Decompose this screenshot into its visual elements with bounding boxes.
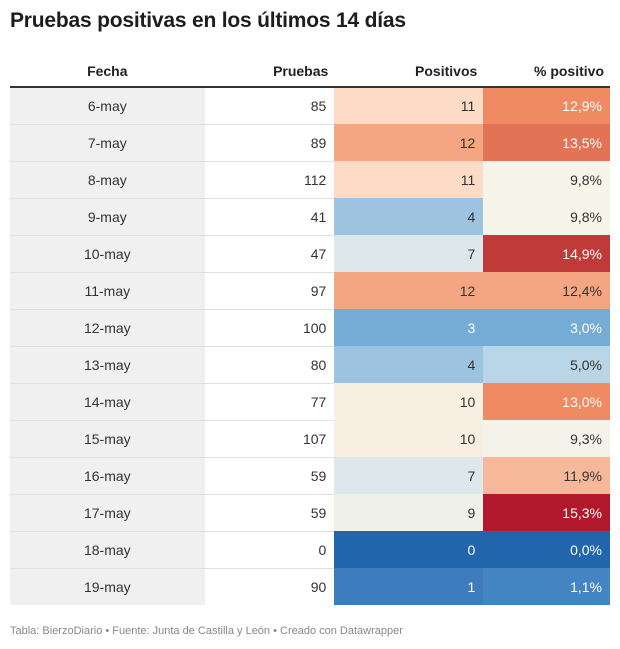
table-body: 6-may 85 11 12,9% 7-may 89 12 13,5% 8-may 112 11 9,… — [10, 87, 610, 605]
cell-fecha: 11-may — [10, 272, 205, 310]
cell-pct-positivo: 3,0% — [483, 309, 610, 346]
table-row: 14-may 77 10 13,0% — [10, 383, 610, 421]
cell-fecha: 14-may — [10, 383, 205, 421]
cell-positivos: 11 — [334, 87, 484, 124]
cell-pct-positivo: 9,3% — [483, 420, 610, 457]
data-table: Fecha Pruebas Positivos % positivo 6-may… — [10, 56, 610, 605]
cell-pct-positivo: 14,9% — [483, 235, 610, 272]
cell-positivos: 7 — [334, 235, 484, 272]
cell-pruebas: 97 — [204, 272, 335, 310]
table-row: 13-may 80 4 5,0% — [10, 346, 610, 384]
column-header-pct-positivo[interactable]: % positivo — [483, 56, 610, 88]
cell-fecha: 15-may — [10, 420, 205, 458]
cell-pct-positivo: 15,3% — [483, 494, 610, 531]
cell-fecha: 9-may — [10, 198, 205, 236]
cell-pruebas: 100 — [204, 309, 335, 347]
cell-positivos: 7 — [334, 457, 484, 494]
column-header-fecha[interactable]: Fecha — [10, 56, 205, 88]
cell-pct-positivo: 13,5% — [483, 124, 610, 161]
cell-pruebas: 41 — [204, 198, 335, 236]
cell-positivos: 12 — [334, 124, 484, 161]
cell-pruebas: 0 — [204, 531, 335, 569]
table-row: 7-may 89 12 13,5% — [10, 124, 610, 162]
table-row: 18-may 0 0 0,0% — [10, 531, 610, 569]
cell-positivos: 3 — [334, 309, 484, 346]
cell-positivos: 10 — [334, 383, 484, 420]
cell-pruebas: 59 — [204, 494, 335, 532]
cell-positivos: 1 — [334, 568, 484, 605]
table-row: 16-may 59 7 11,9% — [10, 457, 610, 495]
cell-positivos: 12 — [334, 272, 484, 309]
cell-pct-positivo: 13,0% — [483, 383, 610, 420]
table-row: 10-may 47 7 14,9% — [10, 235, 610, 273]
column-header-positivos[interactable]: Positivos — [334, 56, 484, 88]
cell-pruebas: 80 — [204, 346, 335, 384]
footer-credits: Tabla: BierzoDiario • Fuente: Junta de C… — [10, 625, 403, 637]
cell-pct-positivo: 9,8% — [483, 161, 610, 198]
chart-title: Pruebas positivas en los últimos 14 días — [10, 9, 406, 32]
table-row: 11-may 97 12 12,4% — [10, 272, 610, 310]
cell-fecha: 19-may — [10, 568, 205, 605]
cell-fecha: 12-may — [10, 309, 205, 347]
cell-positivos: 0 — [334, 531, 484, 568]
cell-fecha: 13-may — [10, 346, 205, 384]
cell-fecha: 17-may — [10, 494, 205, 532]
table-row: 17-may 59 9 15,3% — [10, 494, 610, 532]
cell-fecha: 7-may — [10, 124, 205, 162]
table-row: 12-may 100 3 3,0% — [10, 309, 610, 347]
cell-pct-positivo: 1,1% — [483, 568, 610, 605]
cell-pct-positivo: 0,0% — [483, 531, 610, 568]
column-header-pruebas[interactable]: Pruebas — [204, 56, 335, 88]
cell-pct-positivo: 5,0% — [483, 346, 610, 383]
cell-pruebas: 89 — [204, 124, 335, 162]
cell-positivos: 9 — [334, 494, 484, 531]
cell-fecha: 18-may — [10, 531, 205, 569]
cell-fecha: 8-may — [10, 161, 205, 199]
cell-positivos: 10 — [334, 420, 484, 457]
cell-pct-positivo: 11,9% — [483, 457, 610, 494]
cell-positivos: 11 — [334, 161, 484, 198]
table-row: 15-may 107 10 9,3% — [10, 420, 610, 458]
cell-pruebas: 85 — [204, 87, 335, 125]
table-row: 19-may 90 1 1,1% — [10, 568, 610, 605]
cell-pruebas: 47 — [204, 235, 335, 273]
table-row: 9-may 41 4 9,8% — [10, 198, 610, 236]
cell-pct-positivo: 9,8% — [483, 198, 610, 235]
cell-positivos: 4 — [334, 346, 484, 383]
cell-fecha: 10-may — [10, 235, 205, 273]
cell-positivos: 4 — [334, 198, 484, 235]
cell-pruebas: 112 — [204, 161, 335, 199]
cell-pct-positivo: 12,4% — [483, 272, 610, 309]
cell-fecha: 16-may — [10, 457, 205, 495]
header-row: Fecha Pruebas Positivos % positivo — [10, 56, 610, 88]
cell-pruebas: 77 — [204, 383, 335, 421]
cell-fecha: 6-may — [10, 87, 205, 125]
table-row: 6-may 85 11 12,9% — [10, 87, 610, 125]
cell-pruebas: 107 — [204, 420, 335, 458]
cell-pruebas: 90 — [310, 578, 327, 595]
cell-pct-positivo: 12,9% — [483, 87, 610, 124]
table-row: 8-may 112 11 9,8% — [10, 161, 610, 199]
cell-pruebas: 59 — [204, 457, 335, 495]
